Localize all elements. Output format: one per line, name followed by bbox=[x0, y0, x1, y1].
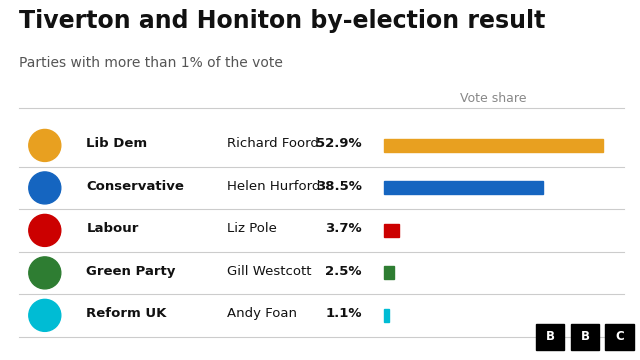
Text: Parties with more than 1% of the vote: Parties with more than 1% of the vote bbox=[19, 56, 283, 70]
Ellipse shape bbox=[29, 215, 61, 246]
Ellipse shape bbox=[29, 130, 61, 161]
Text: C: C bbox=[615, 330, 624, 343]
Text: 38.5%: 38.5% bbox=[316, 180, 362, 193]
Text: 3.7%: 3.7% bbox=[325, 222, 362, 235]
Text: Conservative: Conservative bbox=[86, 180, 184, 193]
FancyBboxPatch shape bbox=[384, 181, 543, 194]
Text: Gill Westcott: Gill Westcott bbox=[227, 265, 312, 278]
FancyBboxPatch shape bbox=[384, 309, 388, 322]
Text: Reform UK: Reform UK bbox=[86, 307, 167, 320]
Text: Liz Pole: Liz Pole bbox=[227, 222, 277, 235]
Text: 52.9%: 52.9% bbox=[316, 137, 362, 150]
Text: Lib Dem: Lib Dem bbox=[86, 137, 148, 150]
Text: 2.5%: 2.5% bbox=[325, 265, 362, 278]
Text: Vote share: Vote share bbox=[460, 92, 526, 105]
FancyBboxPatch shape bbox=[536, 324, 564, 350]
Text: 1.1%: 1.1% bbox=[325, 307, 362, 320]
Ellipse shape bbox=[29, 300, 61, 331]
Text: B: B bbox=[546, 330, 555, 343]
FancyBboxPatch shape bbox=[605, 324, 634, 350]
Ellipse shape bbox=[29, 172, 61, 204]
Text: Labour: Labour bbox=[86, 222, 139, 235]
Ellipse shape bbox=[29, 257, 61, 289]
Text: Andy Foan: Andy Foan bbox=[227, 307, 297, 320]
Text: Green Party: Green Party bbox=[86, 265, 176, 278]
Text: Helen Hurford: Helen Hurford bbox=[227, 180, 321, 193]
FancyBboxPatch shape bbox=[571, 324, 599, 350]
Text: B: B bbox=[580, 330, 589, 343]
Text: Tiverton and Honiton by-election result: Tiverton and Honiton by-election result bbox=[19, 9, 545, 33]
FancyBboxPatch shape bbox=[384, 266, 394, 279]
Text: Richard Foord: Richard Foord bbox=[227, 137, 319, 150]
FancyBboxPatch shape bbox=[384, 224, 399, 237]
FancyBboxPatch shape bbox=[384, 139, 603, 152]
